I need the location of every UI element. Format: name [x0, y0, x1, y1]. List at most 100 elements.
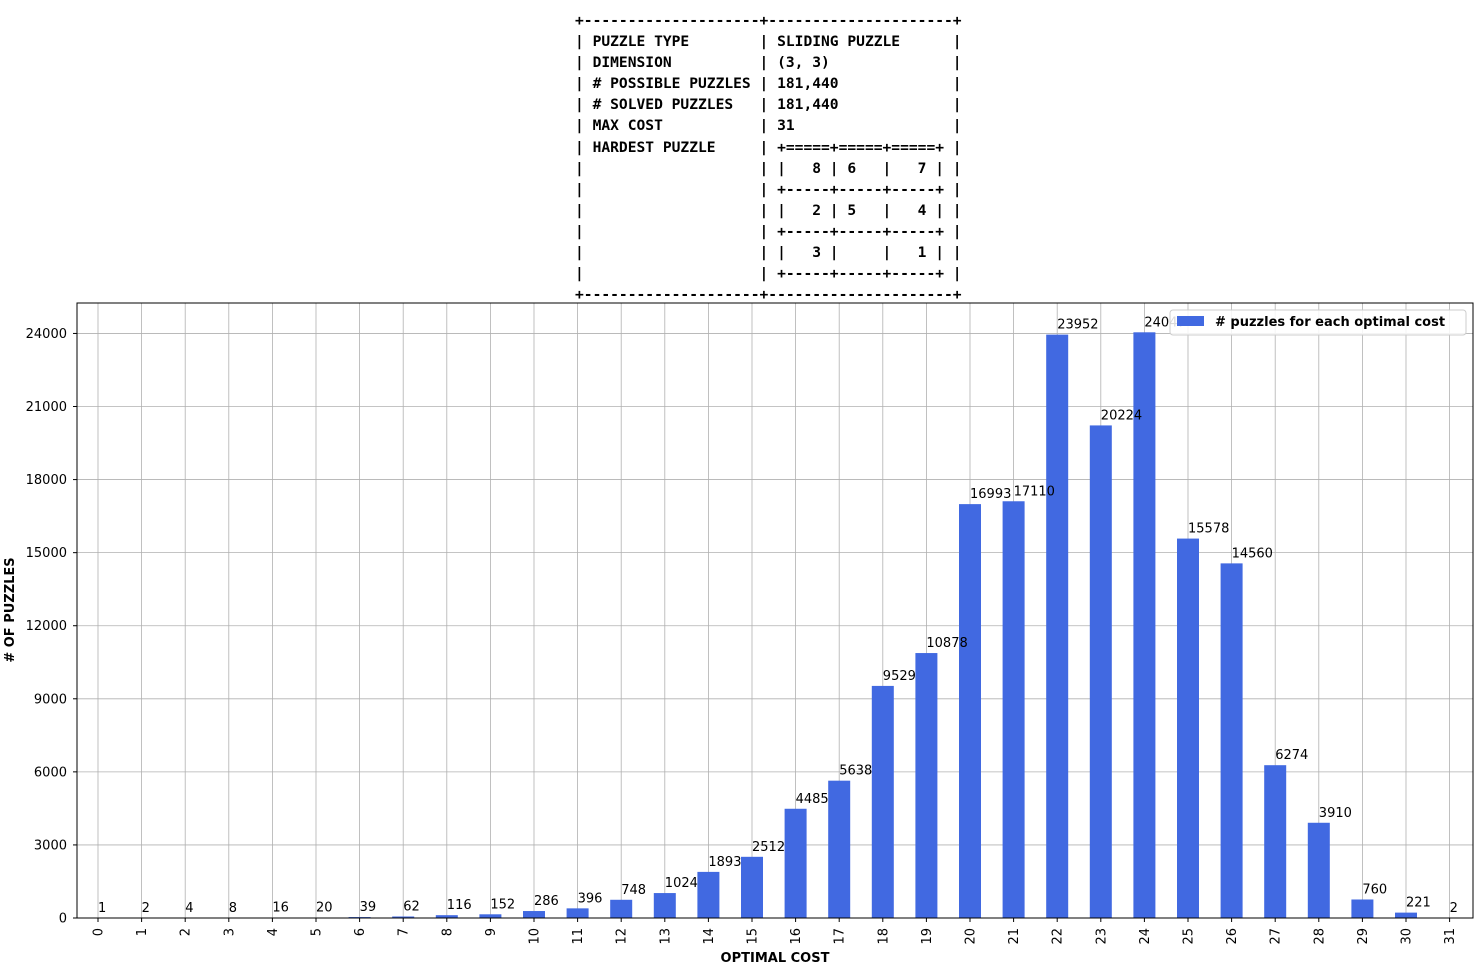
x-tick-label: 9	[484, 928, 499, 936]
bar-value-label: 5638	[839, 764, 872, 779]
bar	[1395, 912, 1417, 918]
y-tick-label: 9000	[34, 692, 67, 707]
bar	[871, 685, 894, 918]
bar-value-label: 39	[360, 900, 377, 915]
bar-value-label: 396	[578, 891, 603, 906]
data-labels: 1 2 4 8 16 20 39 62 116 152 286 396 748 1024 1893 2512 4…	[98, 315, 1458, 916]
bar-value-label: 2512	[752, 840, 785, 855]
x-tick-label: 28	[1312, 928, 1327, 945]
bar-value-label: 17110	[1014, 484, 1055, 499]
bar	[915, 653, 938, 918]
bar	[1002, 501, 1025, 918]
bar	[523, 911, 545, 918]
x-tick-label: 13	[658, 928, 673, 945]
bar-value-label: 286	[534, 894, 559, 909]
bar-value-label: 20	[316, 901, 333, 916]
y-tick-label: 12000	[26, 619, 67, 634]
bar-value-label: 14560	[1232, 546, 1273, 561]
y-tick-label: 18000	[26, 473, 67, 488]
bar-value-label: 3910	[1319, 806, 1352, 821]
bar	[1264, 765, 1287, 918]
bar	[610, 899, 633, 918]
bar	[784, 808, 807, 918]
bar-value-label: 116	[447, 898, 472, 913]
bar-value-label: 15578	[1188, 522, 1229, 537]
bar-value-label: 10878	[926, 636, 967, 651]
bar-value-label: 16993	[970, 487, 1011, 502]
y-tick-label: 15000	[26, 546, 67, 561]
x-axis-title: OPTIMAL COST	[721, 951, 830, 966]
x-tick-label: 27	[1269, 928, 1284, 945]
bar-value-label: 9529	[883, 669, 916, 684]
bar-value-label: 2	[142, 901, 150, 916]
x-axis-ticks: 0 1 2 3 4 5 6 7 8 9 10 11 12 13 14 15 16 17 18 19 20 21 22 23 24…	[92, 918, 1458, 945]
bar	[653, 893, 676, 918]
bar	[1177, 538, 1199, 918]
bar-value-label: 1	[98, 901, 106, 916]
x-tick-label: 10	[528, 928, 543, 945]
x-tick-label: 17	[833, 928, 848, 945]
x-tick-label: 23	[1094, 928, 1109, 945]
bar	[1046, 334, 1069, 919]
bar-value-label: 8	[229, 901, 237, 916]
y-tick-label: 0	[59, 912, 67, 927]
x-tick-label: 21	[1007, 928, 1022, 945]
bars	[87, 332, 1461, 919]
bar	[435, 915, 458, 918]
x-tick-label: 6	[353, 928, 368, 936]
y-axis-ticks: 0 3000 6000 9000 12000 15000 18000 21000 24000	[26, 327, 77, 927]
bar	[1089, 425, 1112, 918]
bar	[566, 908, 589, 918]
bar-value-label: 6274	[1275, 748, 1308, 763]
plot-area	[77, 303, 1473, 918]
y-axis-title: # OF PUZZLES	[3, 557, 18, 662]
x-tick-label: 15	[746, 928, 761, 945]
bar	[741, 856, 763, 918]
bar-value-label: 16	[272, 901, 289, 916]
x-tick-label: 31	[1443, 928, 1458, 945]
bar	[959, 504, 981, 918]
x-tick-label: 2	[179, 928, 194, 936]
x-tick-label: 4	[266, 928, 281, 936]
bar-value-label: 4	[185, 901, 193, 916]
y-tick-label: 24000	[26, 327, 67, 342]
x-tick-label: 1	[135, 928, 150, 936]
x-tick-label: 26	[1225, 928, 1240, 945]
x-tick-label: 16	[789, 928, 804, 945]
bar-value-label: 2	[1450, 901, 1458, 916]
bar	[479, 914, 502, 918]
bar-value-label: 221	[1406, 896, 1431, 911]
x-tick-label: 30	[1400, 928, 1415, 945]
bar-value-label: 4485	[796, 792, 829, 807]
bar-value-label: 62	[403, 899, 420, 914]
x-tick-label: 24	[1138, 928, 1153, 945]
legend-box	[1169, 309, 1467, 336]
x-tick-label: 3	[222, 928, 237, 936]
x-tick-label: 20	[964, 928, 979, 945]
x-tick-label: 0	[92, 928, 107, 936]
bar-value-label: 1893	[708, 855, 741, 870]
x-tick-label: 29	[1356, 928, 1371, 945]
bar-value-label: 760	[1362, 882, 1387, 897]
x-tick-label: 12	[615, 928, 630, 945]
y-tick-label: 21000	[26, 400, 67, 415]
x-tick-label: 14	[702, 928, 717, 945]
legend-swatch	[1177, 316, 1204, 326]
x-tick-label: 19	[920, 928, 935, 945]
puzzle-info-table: +--------------------+------------------…	[575, 12, 962, 304]
x-tick-label: 11	[571, 928, 586, 945]
y-tick-label: 3000	[34, 838, 67, 853]
bar	[392, 916, 415, 918]
y-tick-label: 6000	[34, 765, 67, 780]
bar-value-label: 23952	[1057, 318, 1098, 333]
legend-label: # puzzles for each optimal cost	[1215, 315, 1445, 330]
bar-value-label: 1024	[665, 876, 698, 891]
x-tick-label: 5	[310, 928, 325, 936]
legend: # puzzles for each optimal cost	[1169, 309, 1467, 336]
x-tick-label: 18	[876, 928, 891, 945]
x-tick-label: 7	[397, 928, 412, 936]
bar	[697, 871, 720, 918]
x-tick-label: 25	[1182, 928, 1197, 945]
bar-value-label: 748	[621, 883, 646, 898]
